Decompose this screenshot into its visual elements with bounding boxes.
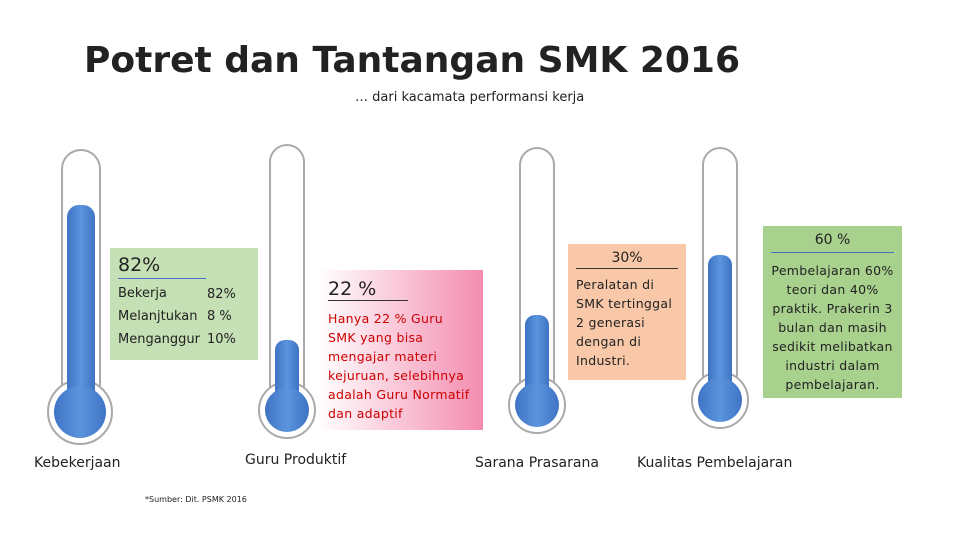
row-label: Menganggur xyxy=(118,332,200,347)
panel-heading: 30% xyxy=(576,250,678,269)
panel-text: Hanya 22 % Guru SMK yang bisa mengajar m… xyxy=(328,311,470,421)
panel-heading: 82% xyxy=(118,254,206,279)
panel-box: 82% Bekerja 82% Melanjtukan 8 % Menganggur… xyxy=(110,248,258,360)
row-value: 10% xyxy=(207,332,236,347)
row-label: Bekerja xyxy=(118,286,167,301)
row-value: 82% xyxy=(207,286,236,302)
panel-heading: 22 % xyxy=(328,278,408,301)
panel-box: 22 % Hanya 22 % Guru SMK yang bisa menga… xyxy=(318,270,483,430)
panel-box: 60 % Pembelajaran 60% teori dan 40% prak… xyxy=(763,226,902,398)
panel-box: 30% Peralatan di SMK tertinggal 2 genera… xyxy=(568,244,686,380)
panel-label: Kualitas Pembelajaran xyxy=(637,455,793,471)
panel-text: Peralatan di SMK tertinggal 2 generasi d… xyxy=(576,277,673,368)
panel-heading: 60 % xyxy=(771,232,894,253)
thermometer-fill xyxy=(54,205,742,438)
row-value: 8 % xyxy=(207,309,232,324)
panel-text: Pembelajaran 60% teori dan 40% praktik. … xyxy=(771,263,894,392)
row-label: Melanjtukan xyxy=(118,309,198,324)
rows: Bekerja 82% Melanjtukan 8 % Menganggur 10% xyxy=(118,283,237,351)
footnote: *Sumber: Dit. PSMK 2016 xyxy=(145,495,247,504)
panel-label: Kebekerjaan xyxy=(34,455,121,471)
subtitle: … dari kacamata performansi kerja xyxy=(355,90,585,105)
panel-label: Sarana Prasarana xyxy=(475,455,599,471)
title: Potret dan Tantangan SMK 2016 xyxy=(84,40,741,81)
panel-label: Guru Produktif xyxy=(245,452,347,468)
